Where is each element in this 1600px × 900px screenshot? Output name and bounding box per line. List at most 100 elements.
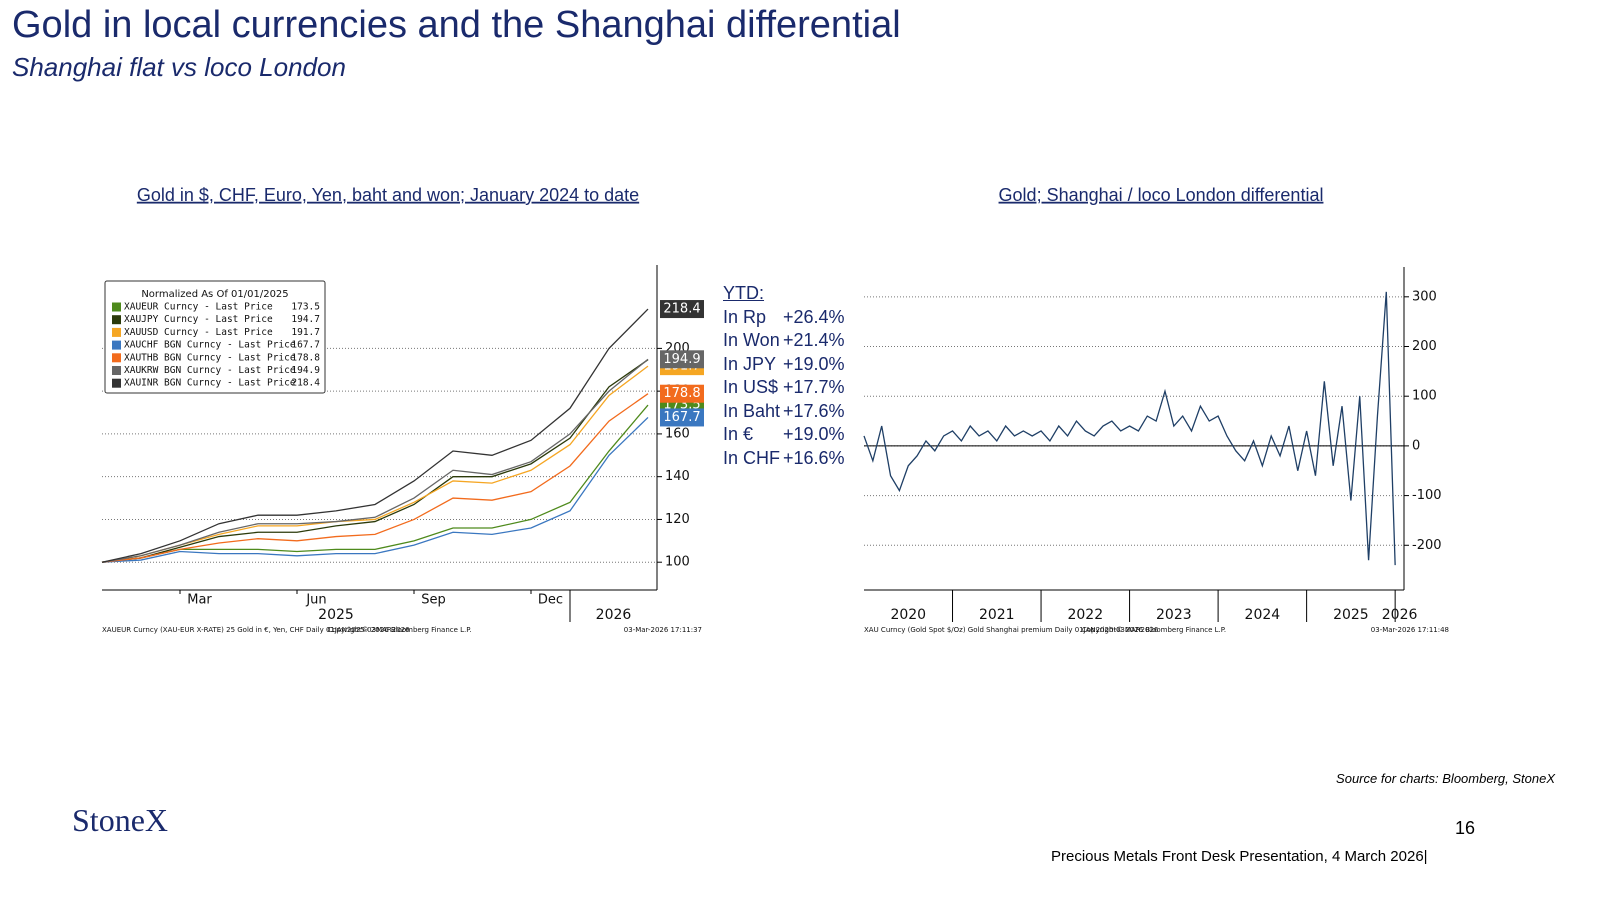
y-tick-label: 100: [1412, 389, 1437, 404]
legend-value: 194.9: [291, 365, 320, 376]
ytd-row: In Won +21.4%: [723, 330, 845, 354]
end-label-box: [660, 350, 704, 369]
slide-title: Gold in local currencies and the Shangha…: [12, 4, 901, 46]
ytd-label: In Baht: [723, 400, 781, 421]
bloomberg-note: 03-Mar-2026 17:11:37: [624, 626, 702, 634]
legend-value: 194.7: [291, 314, 320, 325]
ytd-value: +16.6%: [783, 447, 845, 468]
bloomberg-note: 03-Mar-2026 17:11:48: [1371, 626, 1449, 634]
ytd-row: In US$ +17.7%: [723, 377, 845, 401]
ytd-label: In US$: [723, 377, 779, 397]
legend-swatch: [112, 315, 121, 325]
x-tick-label: Sep: [421, 593, 446, 608]
end-label: 218.4: [663, 302, 700, 317]
y-tick-label: -200: [1412, 538, 1442, 553]
legend-label: XAUUSD Curncy - Last Price: [124, 327, 273, 338]
y-tick-label: 300: [1412, 289, 1437, 304]
legend-value: 218.4: [291, 378, 320, 389]
ytd-value: +19.0%: [783, 353, 845, 374]
legend-swatch: [112, 366, 121, 375]
ytd-label: In €: [723, 424, 754, 444]
legend-box: [104, 280, 326, 394]
bloomberg-note: Copyright© 2026 Bloomberg Finance L.P.: [1082, 626, 1226, 634]
ytd-value: +26.4%: [783, 306, 845, 327]
series-line: [863, 291, 1396, 566]
y-tick-label: 140: [665, 469, 690, 484]
y-tick-label: -100: [1412, 488, 1442, 503]
y-tick-label: 120: [665, 512, 690, 527]
x-tick-label: Jun: [305, 593, 326, 608]
legend-label: XAUEUR Curncy - Last Price: [124, 302, 273, 313]
ytd-label: In Won: [723, 330, 780, 350]
legend-swatch: [112, 353, 121, 363]
series-line: [101, 416, 649, 563]
series-line: [101, 308, 649, 563]
ytd-value: +17.7%: [783, 377, 845, 397]
y-tick-label: 0: [1412, 438, 1420, 453]
year-label: 2022: [1067, 607, 1103, 623]
legend-value: 191.7: [291, 327, 320, 338]
legend-title: Normalized As Of 01/01/2025: [141, 289, 288, 300]
ytd-row: In Baht +17.6%: [723, 401, 845, 425]
legend-value: 173.5: [291, 302, 320, 313]
page-number: 16: [1455, 818, 1476, 838]
ytd-row: In CHF +16.6%: [723, 448, 845, 472]
end-label: 167.7: [663, 410, 700, 425]
year-label: 2023: [1156, 607, 1192, 623]
series-line: [101, 404, 649, 563]
legend-swatch: [112, 340, 121, 350]
y-tick-label: 100: [665, 555, 690, 570]
ytd-row: In JPY +19.0%: [723, 354, 845, 378]
year-label: 2025: [318, 607, 354, 623]
footer-text: Precious Metals Front Desk Presentation,…: [1051, 848, 1428, 865]
end-label-box: [660, 300, 704, 319]
ytd-row: In € +19.0%: [723, 424, 845, 448]
year-label: 2026: [596, 607, 632, 623]
end-label-box: [660, 384, 704, 403]
end-label-box: [660, 408, 704, 427]
year-label: 2026: [1382, 607, 1418, 623]
ytd-block: YTD: In Rp +26.4% In Won +21.4% In JPY +19.0%…: [723, 283, 845, 471]
bloomberg-note: XAUEUR Curncy (XAU-EUR X-RATE) 25 Gold i…: [102, 626, 410, 634]
x-tick-label: Dec: [538, 593, 563, 608]
ytd-value: +17.6%: [783, 400, 845, 421]
series-line: [101, 359, 649, 563]
ytd-label: In JPY: [723, 353, 777, 374]
year-label: 2024: [1245, 607, 1281, 623]
bloomberg-note: Copyright© 2026 Bloomberg Finance L.P.: [327, 626, 471, 634]
ytd-label: In CHF: [723, 447, 781, 468]
chart-title: Gold; Shanghai / loco London differentia…: [999, 185, 1324, 205]
x-tick-label: Mar: [187, 593, 212, 608]
legend-swatch: [112, 378, 121, 388]
legend-swatch: [112, 327, 121, 337]
legend-value: 178.8: [291, 352, 320, 363]
source-note: Source for charts: Bloomberg, StoneX: [1336, 771, 1555, 786]
year-label: 2021: [979, 607, 1015, 623]
series-line: [101, 358, 649, 563]
legend-label: XAUTHB BGN Curncy - Last Price: [124, 352, 296, 363]
chart-title: Gold in $, CHF, Euro, Yen, baht and won;…: [137, 185, 639, 205]
ytd-value: +21.4%: [783, 330, 845, 350]
legend-label: XAUCHF BGN Curncy - Last Price: [124, 340, 296, 351]
bloomberg-note: XAU Curncy (Gold Spot $/Oz) Gold Shangha…: [864, 626, 1159, 634]
legend-label: XAUJPY Curncy - Last Price: [124, 314, 273, 325]
legend-swatch: [112, 302, 121, 312]
ytd-value: +19.0%: [783, 424, 845, 444]
legend-label: XAUINR BGN Curncy - Last Price: [124, 378, 296, 389]
ytd-row: In Rp +26.4%: [723, 307, 845, 331]
series-line: [101, 393, 649, 563]
slide-subtitle: Shanghai flat vs loco London: [12, 52, 346, 82]
year-label: 2025: [1333, 607, 1369, 623]
legend-value: 167.7: [291, 340, 320, 351]
end-label: 178.8: [663, 386, 700, 401]
ytd-label: In Rp: [723, 306, 767, 327]
series-line: [101, 365, 649, 563]
logo: StoneX: [72, 802, 168, 838]
y-tick-label: 200: [1412, 339, 1437, 354]
y-tick-label: 160: [665, 426, 690, 441]
year-label: 2020: [890, 607, 926, 623]
ytd-title: YTD:: [723, 283, 765, 303]
legend-label: XAUKRW BGN Curncy - Last Price: [124, 365, 296, 376]
